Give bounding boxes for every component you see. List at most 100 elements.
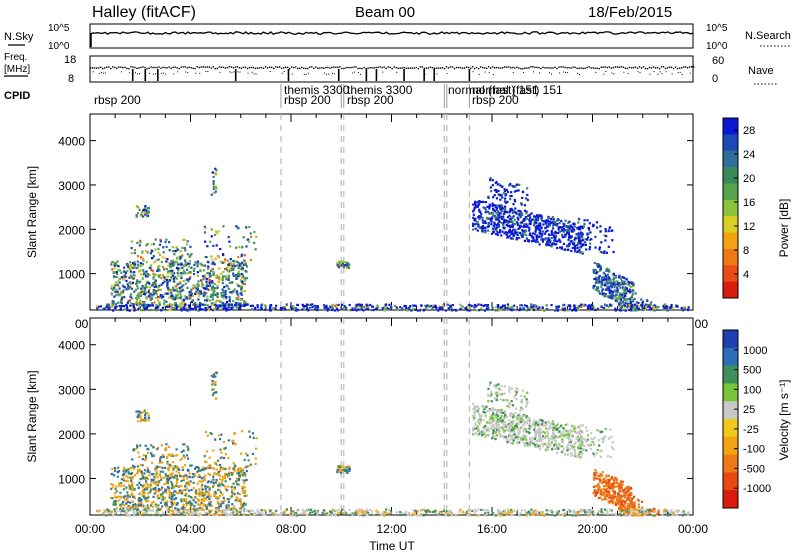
- range-cell: [505, 223, 508, 226]
- range-cell: [487, 229, 490, 232]
- range-cell: [568, 447, 571, 451]
- range-cell: [600, 251, 604, 254]
- range-cell: [197, 292, 200, 295]
- range-cell: [477, 216, 480, 219]
- range-cell: [147, 206, 150, 209]
- range-cell: [495, 413, 498, 416]
- range-cell: [203, 294, 206, 297]
- range-cell: [215, 187, 218, 190]
- nave-point: [436, 73, 438, 75]
- freq-point: [170, 67, 172, 69]
- nave-point: [255, 73, 257, 75]
- range-cell: [139, 262, 142, 265]
- range-cell: [496, 425, 499, 428]
- range-cell: [520, 202, 523, 205]
- range-cell: [166, 500, 169, 503]
- range-cell: [118, 277, 121, 280]
- range-cell: [211, 379, 214, 383]
- range-cell: [213, 290, 216, 293]
- nave-point: [677, 72, 679, 74]
- range-cell: [204, 467, 207, 470]
- range-cell: [182, 301, 185, 304]
- range-cell: [136, 294, 139, 297]
- range-cell: [598, 264, 601, 267]
- freq-point: [202, 66, 204, 68]
- range-cell: [202, 504, 206, 507]
- range-cell: [242, 236, 245, 239]
- range-cell: [175, 482, 178, 485]
- range-cell: [205, 450, 208, 453]
- range-cell: [624, 295, 627, 298]
- range-cell: [473, 407, 476, 410]
- range-cell: [158, 275, 161, 278]
- range-cell: [137, 307, 140, 310]
- freq-point: [100, 66, 102, 69]
- range-cell: [607, 278, 610, 281]
- range-cell: [245, 452, 248, 455]
- freq-point: [218, 66, 221, 68]
- range-cell: [528, 233, 531, 236]
- range-cell: [337, 266, 340, 269]
- range-cell: [616, 297, 619, 300]
- range-cell: [213, 287, 216, 290]
- range-cell: [206, 295, 209, 298]
- range-cell: [147, 290, 150, 293]
- range-cell: [560, 220, 563, 223]
- range-cell: [585, 248, 588, 251]
- range-cell: [504, 306, 507, 310]
- range-cell: [172, 298, 175, 301]
- range-cell: [496, 214, 499, 217]
- range-cell: [113, 306, 117, 309]
- range-cell: [202, 466, 205, 469]
- nave-point: [333, 73, 335, 75]
- range-cell: [209, 295, 212, 298]
- range-cell: [175, 476, 179, 479]
- range-cell: [592, 285, 595, 288]
- range-cell: [182, 503, 185, 506]
- range-cell: [621, 304, 624, 307]
- range-cell: [554, 239, 557, 243]
- range-cell: [215, 479, 218, 482]
- range-cell: [166, 281, 169, 284]
- range-cell: [242, 474, 245, 477]
- range-cell: [567, 429, 570, 433]
- range-cell: [126, 301, 129, 304]
- range-cell: [142, 495, 145, 498]
- range-cell: [146, 447, 149, 450]
- range-cell: [173, 476, 176, 479]
- range-cell: [141, 211, 144, 214]
- freq-point: [206, 66, 208, 68]
- range-cell: [218, 505, 221, 508]
- range-cell: [160, 478, 163, 481]
- range-cell: [657, 305, 660, 309]
- range-cell: [136, 266, 139, 270]
- range-cell: [554, 444, 557, 447]
- range-cell: [144, 285, 147, 288]
- range-cell: [231, 473, 234, 476]
- range-cell: [221, 493, 224, 496]
- range-cell: [202, 503, 205, 506]
- range-cell: [115, 276, 118, 279]
- range-cell: [226, 269, 229, 272]
- range-cell: [477, 428, 480, 431]
- range-cell: [512, 209, 515, 212]
- range-cell: [607, 295, 610, 298]
- range-cell: [629, 299, 632, 302]
- range-cell: [510, 209, 514, 212]
- range-cell: [160, 261, 163, 264]
- range-cell: [216, 308, 219, 311]
- range-cell: [314, 307, 317, 310]
- range-cell: [274, 307, 277, 310]
- range-cell: [498, 220, 501, 223]
- range-cell: [553, 439, 556, 442]
- freq-point: [556, 67, 558, 70]
- range-cell: [144, 303, 147, 306]
- range-cell: [217, 299, 220, 302]
- range-cell: [188, 291, 191, 294]
- range-cell: [495, 197, 499, 200]
- range-cell: [199, 290, 202, 293]
- range-cell: [227, 501, 230, 504]
- range-cell: [558, 443, 561, 446]
- range-cell: [165, 260, 168, 263]
- range-cell: [140, 264, 143, 267]
